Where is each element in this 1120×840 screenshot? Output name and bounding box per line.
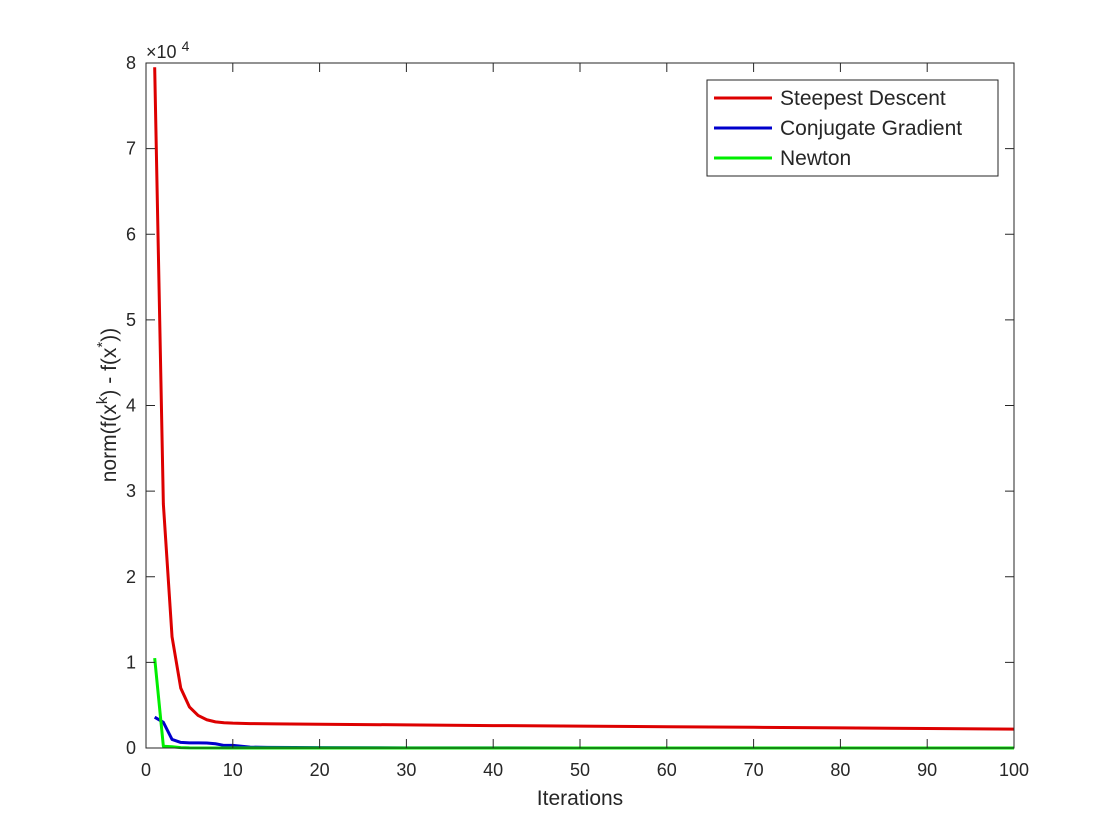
y-tick-label: 4 bbox=[126, 396, 136, 416]
x-tick-label: 100 bbox=[999, 760, 1029, 780]
y-label-sup-2: * bbox=[94, 342, 111, 348]
y-axis-label: norm(f(xk) - f(x*)) bbox=[94, 328, 121, 483]
x-tick-label: 80 bbox=[830, 760, 850, 780]
ticks-layer: 0 10 20 30 40 50 60 70 80 90 100 0 1 2 3 4 5 6 7 8 bbox=[126, 53, 1029, 780]
y-label-sup-1: k bbox=[94, 396, 111, 404]
x-tick-label: 10 bbox=[223, 760, 243, 780]
x-tick-label: 20 bbox=[310, 760, 330, 780]
x-tick-label: 40 bbox=[483, 760, 503, 780]
y-tick-label: 1 bbox=[126, 652, 136, 672]
x-tick-label: 70 bbox=[744, 760, 764, 780]
y-tick-label: 7 bbox=[126, 139, 136, 159]
x-tick-label: 50 bbox=[570, 760, 590, 780]
series-line-steepest-descent bbox=[153, 67, 1015, 731]
legend-entry-steepest-descent: Steepest Descent bbox=[780, 87, 946, 110]
y-tick-label: 0 bbox=[126, 738, 136, 758]
legend: Steepest Descent Conjugate Gradient Newt… bbox=[706, 79, 999, 177]
y-tick-label: 2 bbox=[126, 567, 136, 587]
y-label-part-3: )) bbox=[98, 328, 121, 342]
y-tick-label: 3 bbox=[126, 481, 136, 501]
y-tick-label: 8 bbox=[126, 53, 136, 73]
exponent-power: 4 bbox=[182, 38, 190, 54]
y-label-part-2: ) - f(x bbox=[98, 347, 121, 396]
legend-entry-conjugate-gradient: Conjugate Gradient bbox=[780, 117, 962, 140]
x-tick-label: 30 bbox=[396, 760, 416, 780]
x-axis-label: Iterations bbox=[537, 787, 623, 810]
x-tick-label: 0 bbox=[141, 760, 151, 780]
y-tick-label: 5 bbox=[126, 310, 136, 330]
exponent-base: ×10 bbox=[146, 42, 177, 62]
x-tick-label: 60 bbox=[657, 760, 677, 780]
x-tick-label: 90 bbox=[917, 760, 937, 780]
legend-entry-newton: Newton bbox=[780, 147, 851, 170]
y-tick-label: 6 bbox=[126, 224, 136, 244]
plot-area bbox=[146, 63, 1014, 748]
y-label-part-1: norm(f(x bbox=[98, 404, 121, 483]
y-axis-exponent: ×10 4 bbox=[146, 38, 190, 62]
